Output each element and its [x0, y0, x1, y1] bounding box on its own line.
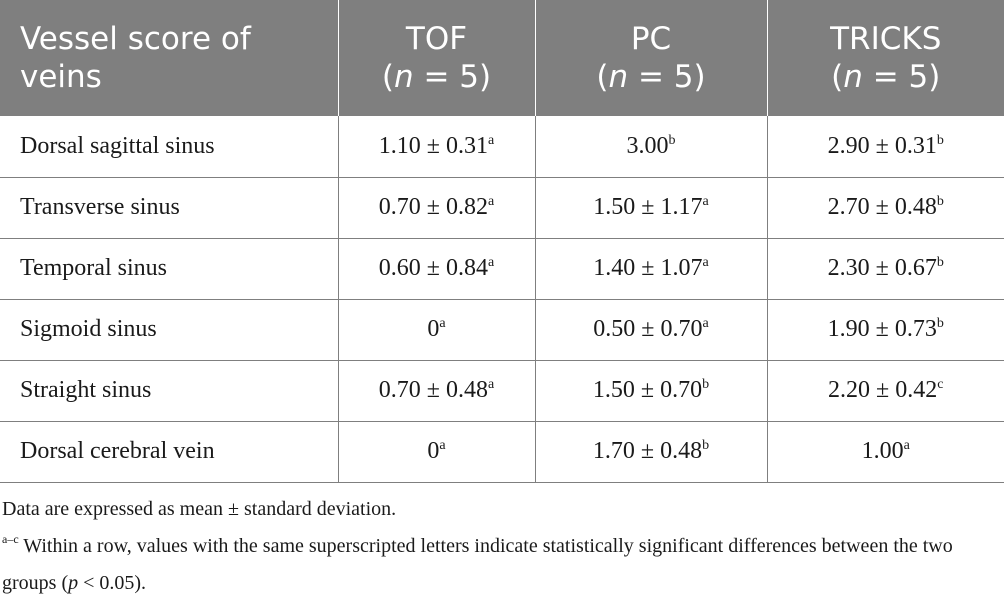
cell-tricks: 1.00a — [766, 421, 1004, 483]
header-tricks-name: TRICKS — [830, 21, 942, 57]
header-tricks-n: (n = 5) — [831, 59, 941, 95]
cell-tricks: 2.90 ± 0.31b — [766, 116, 1004, 178]
row-label: Dorsal cerebral vein — [0, 421, 338, 483]
table-body: Dorsal sagittal sinus 1.10 ± 0.31a 3.00b… — [0, 116, 1004, 483]
header-pc: PC (n = 5) — [534, 0, 767, 116]
cell-tof: 0.60 ± 0.84a — [337, 238, 535, 300]
table-row: Dorsal cerebral vein 0a 1.70 ± 0.48b 1.0… — [0, 421, 1004, 483]
cell-pc: 1.70 ± 0.48b — [534, 421, 767, 483]
cell-tof: 1.10 ± 0.31a — [337, 116, 535, 178]
header-row: Vessel score of veins TOF (n = 5) PC (n … — [0, 0, 1004, 116]
cell-tricks: 2.20 ± 0.42c — [766, 360, 1004, 422]
cell-tricks: 2.70 ± 0.48b — [766, 177, 1004, 239]
header-pc-name: PC — [630, 21, 672, 57]
row-label: Straight sinus — [0, 360, 338, 422]
results-table-container: Vessel score of veins TOF (n = 5) PC (n … — [0, 0, 1004, 483]
cell-pc: 3.00b — [534, 116, 767, 178]
cell-tof: 0a — [337, 421, 535, 483]
table-footnotes: Data are expressed as mean ± standard de… — [2, 496, 1002, 602]
cell-pc: 1.50 ± 1.17a — [534, 177, 767, 239]
table-row: Temporal sinus 0.60 ± 0.84a 1.40 ± 1.07a… — [0, 238, 1004, 300]
cell-tricks: 2.30 ± 0.67b — [766, 238, 1004, 300]
header-tof-name: TOF — [405, 21, 468, 57]
footnote-significance: a–c Within a row, values with the same s… — [2, 532, 953, 594]
row-label: Sigmoid sinus — [0, 299, 338, 361]
header-tof: TOF (n = 5) — [337, 0, 535, 116]
footnote-mark: a–c — [2, 532, 19, 546]
row-label: Dorsal sagittal sinus — [0, 116, 338, 178]
table-row: Dorsal sagittal sinus 1.10 ± 0.31a 3.00b… — [0, 116, 1004, 178]
footnote-data-description: Data are expressed as mean ± standard de… — [2, 498, 397, 520]
table-row: Sigmoid sinus 0a 0.50 ± 0.70a 1.90 ± 0.7… — [0, 299, 1004, 361]
header-tof-n: (n = 5) — [381, 59, 492, 95]
cell-pc: 0.50 ± 0.70a — [534, 299, 767, 361]
table-header: Vessel score of veins TOF (n = 5) PC (n … — [0, 0, 1004, 116]
row-label: Temporal sinus — [0, 238, 338, 300]
cell-pc: 1.50 ± 0.70b — [534, 360, 767, 422]
header-tricks: TRICKS (n = 5) — [766, 0, 1004, 116]
row-label: Transverse sinus — [0, 177, 338, 239]
table-row: Transverse sinus 0.70 ± 0.82a 1.50 ± 1.1… — [0, 177, 1004, 239]
table-row: Straight sinus 0.70 ± 0.48a 1.50 ± 0.70b… — [0, 360, 1004, 422]
header-vessel-score: Vessel score of veins — [0, 0, 338, 116]
cell-tof: 0a — [337, 299, 535, 361]
cell-pc: 1.40 ± 1.07a — [534, 238, 767, 300]
vessel-score-table: Vessel score of veins TOF (n = 5) PC (n … — [0, 0, 1004, 483]
cell-tof: 0.70 ± 0.82a — [337, 177, 535, 239]
cell-tof: 0.70 ± 0.48a — [337, 360, 535, 422]
cell-tricks: 1.90 ± 0.73b — [766, 299, 1004, 361]
header-pc-n: (n = 5) — [596, 59, 706, 95]
